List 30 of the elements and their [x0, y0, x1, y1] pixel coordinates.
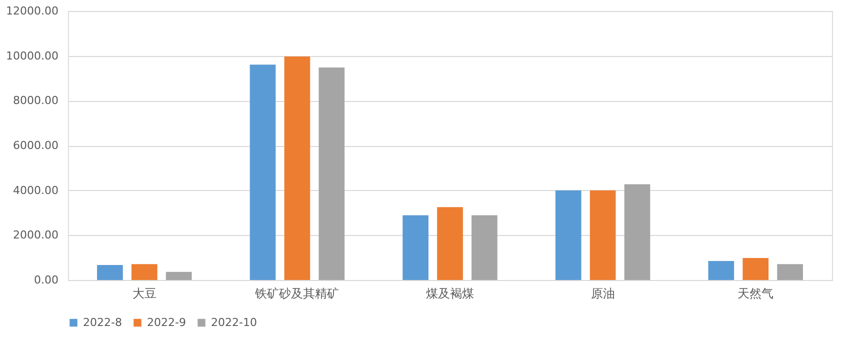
bar	[97, 264, 123, 280]
y-tick-label: 6000.00	[13, 139, 58, 152]
legend-label: 2022-9	[147, 316, 186, 329]
y-tick-label: 12000.00	[6, 4, 58, 18]
y-tick-label: 2000.00	[13, 228, 58, 242]
bar	[402, 215, 428, 280]
bar	[131, 264, 158, 280]
legend-label: 2022-8	[83, 316, 122, 329]
x-tick-label: 煤及褐煤	[426, 286, 474, 300]
bar	[555, 190, 582, 280]
legend-label: 2022-10	[211, 316, 257, 329]
bar	[318, 67, 345, 280]
bar	[590, 190, 616, 280]
bar	[166, 272, 192, 280]
x-tick-label: 铁矿砂及其精矿	[254, 286, 340, 300]
bar	[624, 184, 650, 280]
x-tick-label: 原油	[590, 286, 615, 300]
bar	[777, 264, 803, 280]
y-tick-label: 8000.00	[13, 94, 58, 108]
x-tick-label: 大豆	[132, 286, 156, 300]
bar	[284, 56, 310, 280]
y-tick-label: 10000.00	[6, 49, 58, 62]
bar	[437, 207, 463, 280]
bar	[708, 260, 734, 280]
bar	[742, 258, 769, 280]
x-tick-label: 天然气	[738, 286, 774, 300]
bar	[472, 215, 498, 280]
y-tick-label: 0.00	[34, 274, 58, 286]
bar	[250, 64, 276, 280]
y-tick-label: 4000.00	[13, 184, 58, 197]
